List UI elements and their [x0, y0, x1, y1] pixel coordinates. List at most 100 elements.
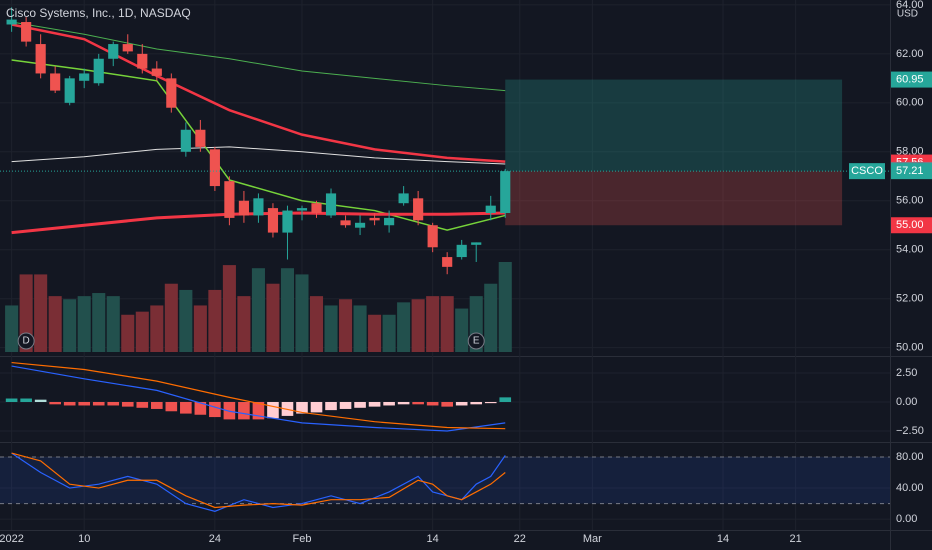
macd-histogram-bar — [368, 401, 381, 407]
price-tag — [891, 163, 932, 180]
macd-line — [11, 361, 506, 430]
macd-histogram-bar — [325, 401, 337, 411]
candle-body — [35, 44, 46, 74]
candle-body — [282, 210, 293, 233]
volume-bar — [222, 265, 236, 352]
macd-line — [11, 365, 506, 432]
candle-body — [311, 203, 322, 213]
candle-body — [456, 244, 467, 258]
x-tick-label: 10 — [78, 533, 90, 545]
macd-histogram-bar — [484, 401, 497, 404]
candle-body — [21, 22, 32, 42]
y-tick-label: 50.00 — [896, 342, 924, 354]
candle-body — [471, 242, 482, 245]
moving-average — [11, 146, 506, 165]
candle-body — [166, 78, 177, 108]
event-marker-label: D — [23, 336, 30, 347]
macd-histogram-bar — [426, 401, 439, 406]
volume-bar — [411, 299, 425, 352]
macd-histogram-bar — [150, 401, 163, 409]
candle-body — [253, 198, 264, 216]
x-tick-label: 21 — [790, 533, 802, 545]
macd-histogram-bar — [34, 399, 47, 402]
volume-bar — [164, 283, 178, 352]
y-tick-label: 62.00 — [896, 48, 924, 60]
x-tick-label: 22 — [514, 533, 526, 545]
candle-body — [427, 225, 438, 248]
candle-body — [398, 193, 409, 204]
volume-bar — [150, 305, 164, 352]
volume-bar — [63, 299, 77, 352]
macd-histogram-bar — [92, 401, 105, 406]
candle-body — [93, 58, 104, 84]
macd-histogram-bar — [499, 397, 512, 402]
volume-bar — [251, 268, 265, 352]
macd-histogram-bar — [267, 401, 279, 419]
macd-histogram-bar — [63, 401, 76, 406]
volume-bar — [309, 296, 324, 352]
candle-body — [325, 193, 337, 216]
candle-body — [413, 198, 424, 221]
volume-bar — [280, 268, 295, 352]
candle-body — [122, 44, 133, 52]
moving-average — [11, 23, 506, 163]
volume-bar — [266, 283, 280, 352]
y-tick-label: −2.50 — [896, 425, 924, 437]
y-tick-label: 0.00 — [896, 396, 917, 408]
macd-histogram-bar — [20, 398, 32, 402]
moving-average — [11, 211, 506, 235]
volume-bar — [498, 262, 512, 352]
volume-bar — [397, 302, 411, 352]
y-tick-label: 2.50 — [896, 367, 917, 379]
macd-histogram-bar — [49, 401, 61, 405]
macd-histogram-bar — [209, 401, 221, 418]
macd-histogram-bar — [194, 401, 207, 415]
candle-body — [354, 222, 366, 228]
macd-histogram-bar — [383, 401, 395, 406]
y-tick-label: 40.00 — [896, 482, 924, 494]
volume-bar — [484, 283, 498, 352]
candle-body — [64, 78, 75, 103]
price-tag-label: 60.95 — [896, 73, 924, 85]
price-tag — [891, 71, 932, 88]
volume-bar — [339, 299, 353, 352]
candle-body — [369, 217, 380, 221]
candle-body — [238, 200, 249, 216]
currency: USD — [897, 9, 918, 20]
candle-body — [442, 257, 453, 267]
candle-body — [267, 208, 279, 233]
macd-histogram-bar — [310, 401, 323, 413]
macd-histogram-bar — [252, 401, 265, 420]
volume-bar — [121, 314, 135, 352]
macd-histogram-bar — [455, 401, 468, 406]
price-tag — [891, 217, 932, 234]
candle-body — [50, 73, 61, 91]
candle-body — [137, 53, 148, 69]
volume-bar — [179, 289, 193, 352]
candle-body — [151, 68, 162, 76]
macd-histogram-bar — [121, 401, 134, 407]
volume-bar — [440, 296, 454, 352]
y-tick-label: 80.00 — [896, 451, 924, 463]
candle-body — [485, 205, 496, 213]
volume-bar — [92, 293, 106, 352]
position-stop-zone — [505, 171, 843, 226]
event-marker — [467, 332, 485, 350]
x-tick-label: 2022 — [0, 533, 24, 545]
x-tick-label: 14 — [427, 533, 439, 545]
macd-histogram-bar — [339, 401, 352, 409]
y-tick-label: 56.00 — [896, 195, 924, 207]
event-marker — [17, 332, 35, 350]
macd-histogram-bar — [238, 401, 250, 420]
y-tick-label: 0.00 — [896, 513, 917, 525]
symbol-tag — [849, 163, 885, 180]
position-target-zone — [505, 79, 843, 172]
macd-histogram-bar — [296, 401, 308, 414]
macd-histogram-bar — [397, 401, 410, 405]
volume-bar — [455, 308, 469, 352]
macd-histogram-bar — [136, 401, 149, 408]
candle-body — [296, 208, 308, 211]
